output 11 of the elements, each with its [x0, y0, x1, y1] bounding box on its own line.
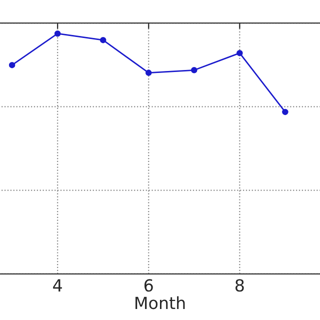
x-tick-label: 8: [235, 279, 244, 292]
point: [54, 30, 61, 37]
x-tick-label: 6: [144, 279, 153, 292]
point: [100, 36, 106, 44]
point: [282, 108, 288, 116]
point: [236, 50, 243, 56]
point: [8, 62, 16, 68]
point: [191, 67, 198, 74]
point: [145, 70, 152, 76]
x-tick-label: 4: [53, 279, 62, 292]
x-axis-title: Month: [136, 296, 185, 310]
